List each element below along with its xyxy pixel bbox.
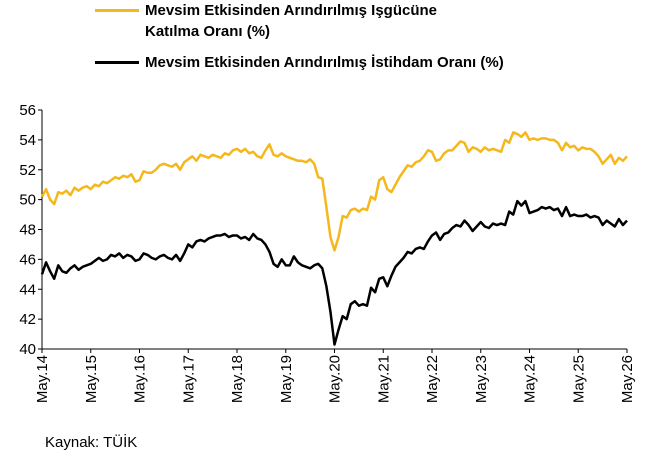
x-tick-label: May.17: [180, 355, 197, 403]
series-line: [40, 199, 628, 346]
y-tick-label: 54: [19, 132, 36, 149]
y-tick-label: 48: [19, 222, 36, 239]
legend-swatch: [95, 9, 139, 12]
chart: 40 42 44 46 48 50 52 54 56 May.14 May.15 May.16 May.…: [19, 102, 636, 403]
legend-item: Mevsim Etkisinden Arındırılmış İstihdam …: [95, 52, 625, 73]
x-tick-label: May.19: [278, 355, 295, 403]
legend-swatch: [95, 61, 139, 64]
x-tick-label: May.18: [229, 355, 246, 403]
x-tick-label: May.26: [619, 355, 636, 403]
y-tick-label: 52: [19, 162, 36, 179]
x-tick-label: May.14: [34, 355, 51, 403]
y-tick-label: 46: [19, 251, 36, 268]
legend-item: Mevsim Etkisinden Arındırılmış Işgücüne …: [95, 0, 475, 42]
y-tick-label: 56: [19, 102, 36, 119]
y-tick-label: 44: [19, 281, 36, 298]
y-tick-label: 42: [19, 311, 36, 328]
source: Kaynak: TÜİK: [45, 434, 138, 451]
y-tick-label: 50: [19, 192, 36, 209]
x-tick-label: May.23: [473, 355, 490, 403]
series-line: [40, 131, 628, 252]
x-tick-label: May.24: [522, 355, 539, 403]
legend-label: Mevsim Etkisinden Arındırılmış İstihdam …: [145, 54, 504, 71]
x-tick-label: May.21: [375, 355, 392, 403]
x-tick-label: May.20: [327, 355, 344, 403]
x-tick-label: May.16: [132, 355, 149, 403]
legend-label: Mevsim Etkisinden Arındırılmış Işgücüne …: [145, 2, 438, 40]
x-tick-label: May.22: [424, 355, 441, 403]
x-tick-label: May.15: [83, 355, 100, 403]
y-tick-label: 40: [19, 341, 36, 358]
x-tick-label: May.25: [570, 355, 587, 403]
